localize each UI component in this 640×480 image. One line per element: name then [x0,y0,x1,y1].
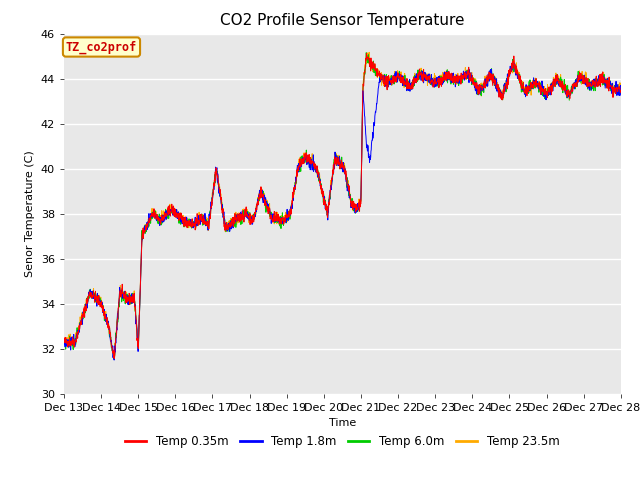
X-axis label: Time: Time [329,418,356,428]
Y-axis label: Senor Temperature (C): Senor Temperature (C) [25,150,35,277]
Text: TZ_co2prof: TZ_co2prof [66,40,137,54]
Legend: Temp 0.35m, Temp 1.8m, Temp 6.0m, Temp 23.5m: Temp 0.35m, Temp 1.8m, Temp 6.0m, Temp 2… [120,430,564,453]
Title: CO2 Profile Sensor Temperature: CO2 Profile Sensor Temperature [220,13,465,28]
